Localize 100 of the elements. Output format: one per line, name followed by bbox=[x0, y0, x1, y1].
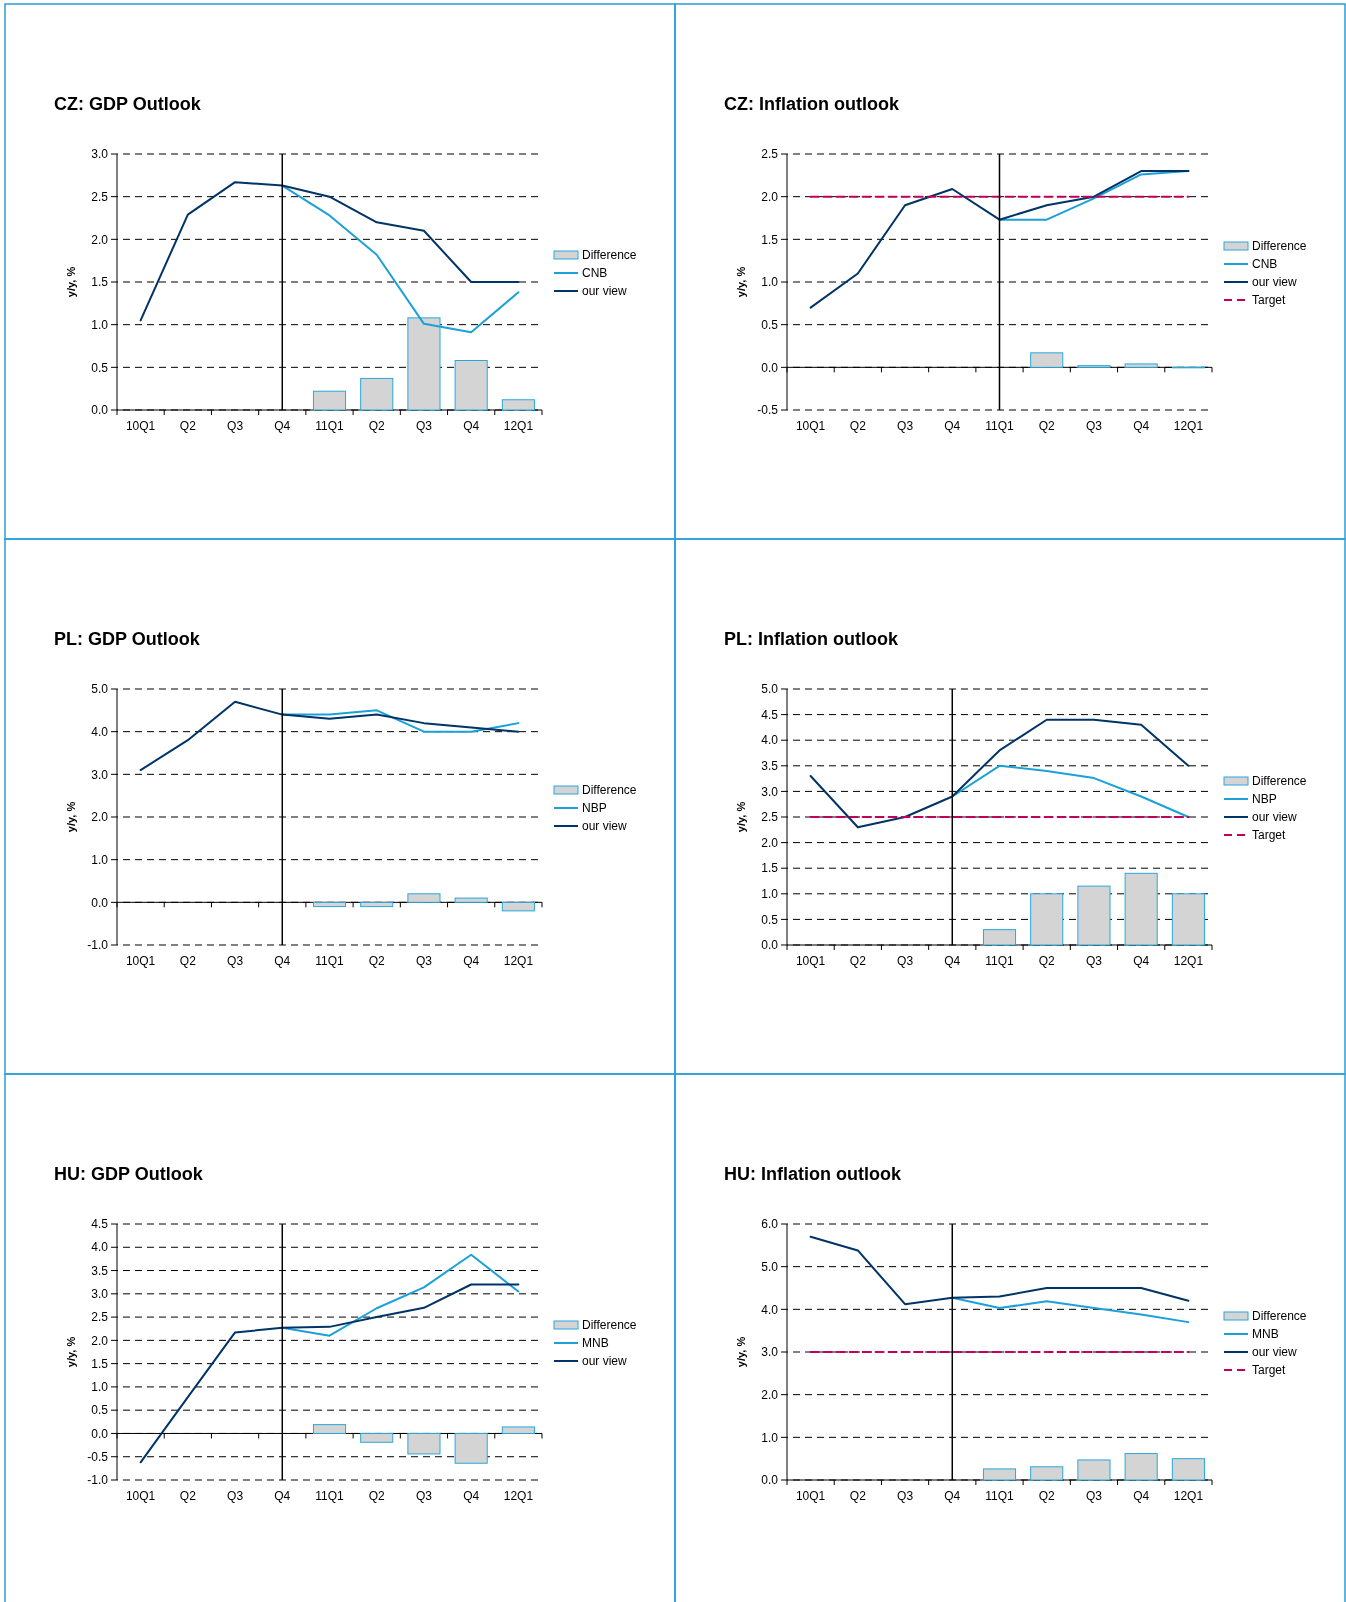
x-tick-label: Q4 bbox=[1133, 419, 1150, 433]
line-series bbox=[809, 1235, 1190, 1306]
bar bbox=[1077, 885, 1111, 946]
line-series bbox=[139, 700, 520, 772]
y-tick-label: -0.5 bbox=[87, 1449, 109, 1464]
legend-label: our view bbox=[582, 284, 628, 299]
y-tick-label: 5.0 bbox=[761, 682, 779, 697]
y-tick-label: 3.0 bbox=[761, 784, 779, 799]
x-tick-label: Q3 bbox=[227, 954, 244, 968]
line-series bbox=[281, 184, 520, 334]
y-tick-label: 1.0 bbox=[761, 887, 779, 901]
y-tick-label: 2.0 bbox=[761, 189, 779, 204]
y-tick-label: 5.0 bbox=[91, 682, 109, 697]
y-tick-label: -1.0 bbox=[87, 1473, 109, 1488]
bar bbox=[501, 399, 535, 411]
x-tick-label: Q4 bbox=[944, 419, 961, 433]
x-tick-label: Q3 bbox=[897, 954, 914, 968]
x-tick-label: Q2 bbox=[1038, 419, 1056, 433]
legend-label: Difference bbox=[1252, 239, 1307, 254]
y-tick-label: 3.5 bbox=[761, 759, 779, 773]
x-tick-label: Q3 bbox=[415, 1489, 433, 1503]
y-tick-label: 2.5 bbox=[91, 1310, 109, 1325]
x-tick-label: Q3 bbox=[415, 954, 433, 968]
y-tick-label: 0.0 bbox=[761, 1473, 779, 1488]
x-tick-label: Q2 bbox=[179, 1489, 197, 1503]
legend-label: Difference bbox=[582, 1318, 637, 1333]
y-tick-label: 2.0 bbox=[761, 1387, 779, 1402]
legend-label: our view bbox=[582, 1354, 628, 1369]
x-tick-label: Q4 bbox=[274, 419, 291, 433]
x-tick-label: 12Q1 bbox=[1173, 419, 1204, 433]
x-tick-label: 11Q1 bbox=[985, 954, 1015, 968]
y-tick-label: 2.0 bbox=[91, 232, 109, 247]
legend-label: Target bbox=[1252, 828, 1287, 843]
bar bbox=[454, 897, 488, 903]
y-tick-label: 4.5 bbox=[761, 707, 779, 722]
y-axis-title: y/y, % bbox=[735, 266, 747, 298]
y-tick-label: 0.5 bbox=[91, 360, 109, 375]
x-tick-label: Q2 bbox=[368, 954, 386, 968]
y-tick-label: 0.5 bbox=[761, 317, 779, 332]
legend-label: CNB bbox=[1252, 257, 1278, 272]
y-tick-label: -1.0 bbox=[87, 938, 109, 953]
line-series bbox=[809, 718, 1190, 829]
x-tick-label: Q4 bbox=[274, 954, 291, 968]
bar bbox=[312, 901, 347, 908]
y-tick-label: 3.5 bbox=[91, 1263, 109, 1278]
y-tick-label: 4.5 bbox=[91, 1217, 109, 1232]
legend-label: our view bbox=[582, 819, 628, 834]
bar bbox=[407, 893, 441, 903]
legend-label: our view bbox=[1252, 275, 1298, 290]
bar bbox=[360, 377, 394, 411]
y-axis-title: y/y, % bbox=[65, 801, 77, 833]
legend-label: our view bbox=[1252, 810, 1298, 825]
bar bbox=[454, 1432, 488, 1464]
x-tick-label: Q4 bbox=[463, 954, 480, 968]
y-tick-label: 1.0 bbox=[91, 1380, 109, 1395]
legend-label: Target bbox=[1252, 293, 1287, 308]
y-tick-label: -0.5 bbox=[757, 403, 779, 418]
x-tick-label: 10Q1 bbox=[795, 1489, 826, 1503]
y-tick-label: 1.0 bbox=[761, 1430, 779, 1445]
x-tick-label: 11Q1 bbox=[315, 954, 345, 968]
legend-label: Target bbox=[1252, 1363, 1287, 1378]
bar bbox=[360, 901, 394, 908]
x-tick-label: 10Q1 bbox=[125, 954, 156, 968]
y-tick-label: 4.0 bbox=[91, 724, 109, 739]
chart-title: CZ: Inflation outlook bbox=[724, 94, 900, 114]
bar bbox=[407, 317, 441, 411]
x-tick-label: Q4 bbox=[274, 1489, 291, 1503]
x-tick-label: Q3 bbox=[897, 419, 914, 433]
chart-title: PL: Inflation outlook bbox=[724, 629, 899, 649]
y-tick-label: 6.0 bbox=[761, 1217, 779, 1232]
x-tick-label: Q2 bbox=[179, 419, 197, 433]
x-tick-label: 10Q1 bbox=[125, 419, 156, 433]
bar bbox=[1124, 872, 1158, 946]
bar bbox=[1030, 1466, 1064, 1481]
legend-label: Difference bbox=[1252, 774, 1307, 789]
y-tick-label: 3.0 bbox=[91, 1287, 109, 1302]
x-tick-label: 11Q1 bbox=[315, 419, 345, 433]
bar bbox=[1077, 1459, 1111, 1481]
y-tick-label: 0.0 bbox=[91, 1426, 109, 1441]
x-tick-label: 11Q1 bbox=[315, 1489, 345, 1503]
chart-title: HU: Inflation outlook bbox=[724, 1164, 902, 1184]
bar bbox=[1030, 893, 1064, 946]
x-tick-label: Q3 bbox=[897, 1489, 914, 1503]
line-series bbox=[809, 170, 1190, 309]
bar bbox=[360, 1432, 394, 1443]
x-tick-label: Q2 bbox=[1038, 954, 1056, 968]
y-tick-label: 0.0 bbox=[91, 403, 109, 418]
y-tick-label: 1.5 bbox=[91, 275, 109, 290]
x-tick-label: 10Q1 bbox=[795, 419, 826, 433]
y-tick-label: 5.0 bbox=[761, 1259, 779, 1274]
x-tick-label: 12Q1 bbox=[1173, 954, 1204, 968]
legend-label: NBP bbox=[1252, 792, 1277, 807]
x-tick-label: Q4 bbox=[944, 954, 961, 968]
y-tick-label: 0.5 bbox=[761, 912, 779, 927]
x-tick-label: Q2 bbox=[368, 419, 386, 433]
x-tick-label: Q4 bbox=[1133, 1489, 1150, 1503]
y-tick-label: 2.5 bbox=[91, 189, 109, 204]
y-tick-label: 4.0 bbox=[91, 1240, 109, 1255]
x-tick-label: 11Q1 bbox=[985, 419, 1015, 433]
x-tick-label: Q2 bbox=[179, 954, 197, 968]
